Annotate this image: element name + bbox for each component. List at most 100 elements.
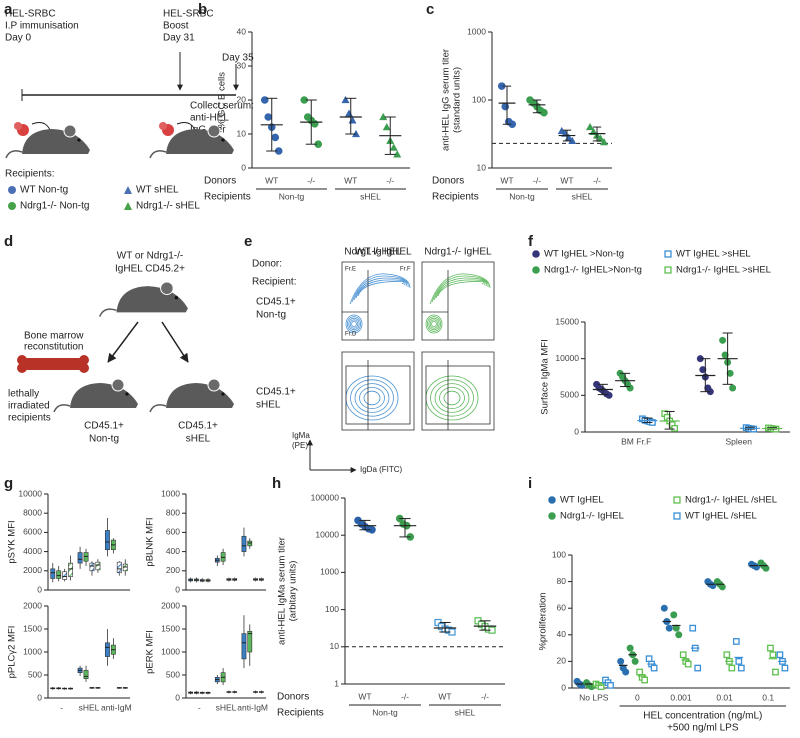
x-row-title: Recipients: [277, 708, 324, 719]
legend-marker: [548, 512, 556, 520]
x-axis-title: HEL concentration (ng/mL): [643, 711, 762, 722]
x-tick-label: WT: [358, 691, 371, 701]
legend-marker: [8, 202, 16, 210]
point: [732, 638, 740, 645]
cells: [14, 122, 22, 130]
point: [310, 120, 319, 128]
y-tick-label: 0: [175, 584, 180, 594]
panel-label: a: [4, 1, 13, 18]
y-axis-title: (standard units): [452, 67, 463, 133]
annotation: CD45.1+: [84, 421, 124, 432]
point: [641, 676, 649, 684]
y-tick-label: 1: [334, 678, 339, 688]
gate-label: Fr.E: [345, 267, 356, 273]
point: [772, 668, 779, 676]
x-row-title: Donors: [432, 176, 464, 187]
x-tick-label: 0: [635, 692, 640, 702]
panel-label: g: [4, 475, 13, 492]
row-label: sHEL: [256, 400, 281, 411]
contour: [363, 390, 381, 406]
point: [684, 660, 692, 668]
y-axis-title: pPLCγ2 MFI: [7, 626, 18, 679]
box: [247, 630, 253, 653]
column-title: WT IgHEL: [355, 247, 401, 258]
x-tick-label: sHEL: [455, 707, 476, 717]
y-tick-label: 600: [166, 527, 180, 537]
x-row-title: Donors: [204, 176, 236, 187]
legend-label: Ndrg1-/- sHEL: [136, 201, 200, 212]
point: [781, 664, 789, 672]
y-tick-label: 10000: [18, 488, 42, 498]
y-tick-label: 2000: [161, 600, 180, 610]
legend-label: WT IgHEL: [560, 495, 604, 506]
x-tick-label: sHEL: [572, 191, 593, 201]
mouse: [22, 129, 90, 154]
transfer-arrow: [161, 321, 189, 363]
point: [617, 657, 625, 665]
y-tick-label: 0: [561, 682, 566, 692]
mouse-eye: [77, 138, 81, 142]
y-tick-label: 500: [166, 669, 180, 679]
x-tick-label: WT: [560, 175, 573, 185]
y-tick-label: 5000: [560, 390, 579, 400]
legend-label: WT Non-tg: [20, 185, 68, 196]
y-tick-label: 20: [237, 94, 247, 104]
point: [271, 133, 280, 142]
contour: [434, 383, 470, 413]
y-axis-title: (arbitary units): [288, 561, 299, 622]
point: [636, 668, 644, 676]
transfer-arrow: [107, 321, 139, 363]
y-tick-label: 8000: [23, 507, 42, 517]
point: [694, 664, 702, 672]
y-tick-label: 10000: [315, 529, 339, 539]
column-title: Ndrg1-/- IgHEL: [424, 247, 492, 258]
annotation: lethally: [8, 389, 39, 400]
contour: [349, 319, 359, 329]
point: [671, 424, 679, 432]
x-tick-label: -: [60, 702, 63, 712]
y-axis-title: pBLNK MFI: [145, 517, 156, 566]
panel-label: d: [4, 233, 13, 250]
x-tick-label: BM Fr.F: [621, 436, 651, 446]
point: [729, 384, 737, 392]
mouse-ear: [160, 281, 174, 296]
contour: [355, 279, 406, 299]
bone: [22, 358, 84, 370]
contour: [443, 390, 461, 406]
point: [650, 664, 658, 672]
box: [89, 562, 95, 572]
point: [660, 604, 668, 612]
y-axis-title: Surface IgMa MFI: [540, 339, 551, 415]
y-tick-label: 800: [166, 507, 180, 517]
y-tick-label: 400: [166, 546, 180, 556]
annotation: anti-HEL: [190, 113, 229, 124]
point: [735, 658, 743, 665]
annotation: CD45.1+: [178, 421, 218, 432]
y-tick-label: 10: [477, 162, 487, 172]
contour: [359, 386, 385, 409]
y-tick-label: 0: [241, 162, 246, 172]
box: [241, 633, 247, 660]
mouse: [116, 286, 188, 313]
flow-plot: [421, 351, 495, 431]
contour: [428, 317, 440, 331]
contour: [429, 273, 491, 305]
legend-marker: [532, 266, 540, 274]
x-tick-label: 0.1: [762, 692, 774, 702]
annotation: Bone marrow: [24, 331, 84, 342]
annotation: Collect serum:: [190, 101, 254, 112]
legend-label: Ndrg1-/- IgHEL>Non-tg: [544, 265, 642, 276]
point: [675, 631, 683, 639]
x-axis-title: +500 ng/ml LPS: [667, 723, 739, 734]
panel-label: c: [426, 1, 434, 18]
annotation: Non-tg: [89, 434, 119, 445]
box: [56, 570, 62, 579]
contour: [430, 379, 474, 417]
y-tick-label: 1500: [23, 623, 42, 633]
contour: [351, 275, 409, 303]
mouse-tail: [149, 150, 167, 159]
panel-label: b: [198, 1, 207, 18]
y-tick-label: 100: [472, 94, 486, 104]
panel-label: e: [244, 233, 252, 250]
y-tick-label: 15000: [555, 316, 579, 326]
